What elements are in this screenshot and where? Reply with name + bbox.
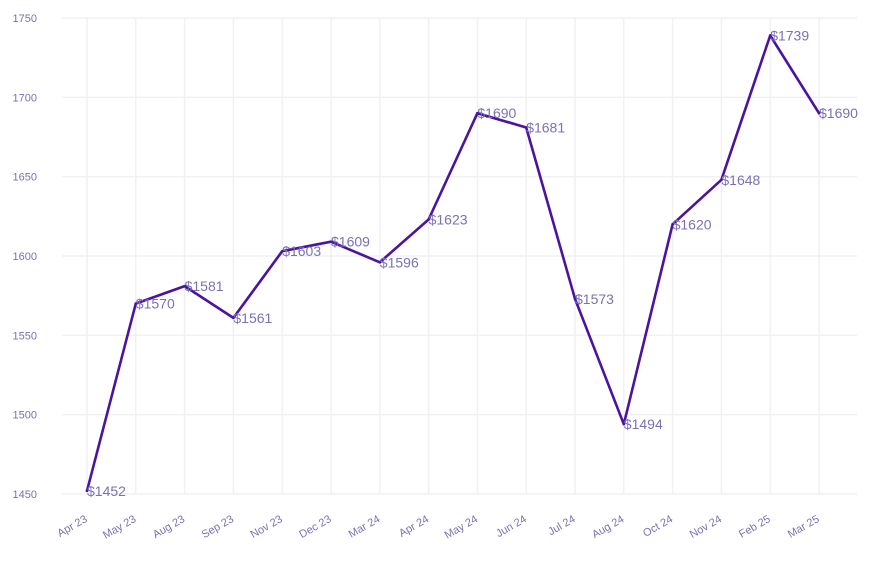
data-point (329, 240, 333, 244)
data-label: $1648 (721, 172, 760, 188)
data-point (671, 222, 674, 226)
x-tick-label: May 24 (443, 513, 480, 541)
y-tick-label: 1550 (13, 330, 37, 342)
data-label: $1452 (87, 483, 126, 499)
y-tick-label: 1700 (13, 92, 37, 104)
data-point (378, 261, 382, 264)
x-axis-ticks: Apr 23 May 23 Aug 23 Sep 23 Nov 23 Dec 23 Mar … (55, 513, 821, 541)
data-point (476, 111, 479, 115)
data-label: $1570 (136, 296, 175, 312)
x-tick-label: May 23 (101, 513, 138, 541)
x-tick-label: Sep 23 (200, 513, 236, 541)
data-point (817, 111, 821, 115)
data-label: $1596 (380, 254, 419, 270)
grid (62, 17, 857, 495)
y-tick-label: 1750 (13, 13, 37, 25)
y-axis-ticks: 1450 1500 1550 1600 1650 1700 1750 (13, 13, 37, 501)
data-point (232, 316, 235, 320)
data-label: $1494 (624, 416, 663, 432)
data-label: $1561 (233, 310, 272, 326)
data-point (183, 284, 186, 288)
y-tick-label: 1650 (13, 172, 37, 184)
x-tick-label: Nov 23 (249, 513, 285, 541)
x-tick-label: Dec 23 (297, 513, 333, 541)
series-line-group (85, 34, 821, 493)
data-point (85, 489, 89, 493)
data-label: $1690 (477, 105, 516, 121)
data-point (427, 218, 430, 221)
data-label: $1690 (819, 105, 858, 121)
data-label: $1623 (429, 212, 468, 228)
x-tick-label: Nov 24 (688, 513, 724, 541)
x-tick-label: Mar 24 (347, 513, 383, 541)
data-point (573, 297, 577, 301)
data-point (134, 302, 138, 305)
x-tick-label: Aug 24 (590, 513, 626, 541)
x-tick-label: Feb 25 (737, 513, 773, 541)
data-point (280, 249, 284, 253)
data-label: $1681 (526, 119, 565, 135)
y-tick-label: 1600 (13, 251, 37, 263)
x-tick-label: Jun 24 (494, 513, 529, 540)
data-point (622, 422, 626, 426)
data-label: $1573 (575, 291, 614, 307)
x-tick-label: Aug 23 (151, 513, 187, 541)
x-tick-label: Oct 24 (641, 513, 675, 540)
data-label: $1581 (185, 278, 224, 294)
data-label: $1739 (770, 27, 809, 43)
x-tick-label: Jul 24 (546, 513, 577, 538)
data-point (720, 178, 723, 182)
y-tick-label: 1500 (13, 410, 37, 422)
x-tick-label: Apr 23 (55, 513, 89, 540)
data-label: $1620 (673, 216, 712, 232)
data-label: $1609 (331, 234, 370, 250)
data-point (524, 126, 528, 129)
data-labels: $1452 $1570 $1581 $1561 $1603 $1609 $1596 $1623… (87, 27, 858, 498)
x-tick-label: Mar 25 (786, 513, 822, 541)
data-point (768, 34, 772, 37)
y-tick-label: 1450 (13, 489, 37, 501)
series-line (85, 34, 821, 493)
x-tick-label: Apr 24 (397, 513, 431, 540)
data-label: $1603 (282, 243, 321, 259)
